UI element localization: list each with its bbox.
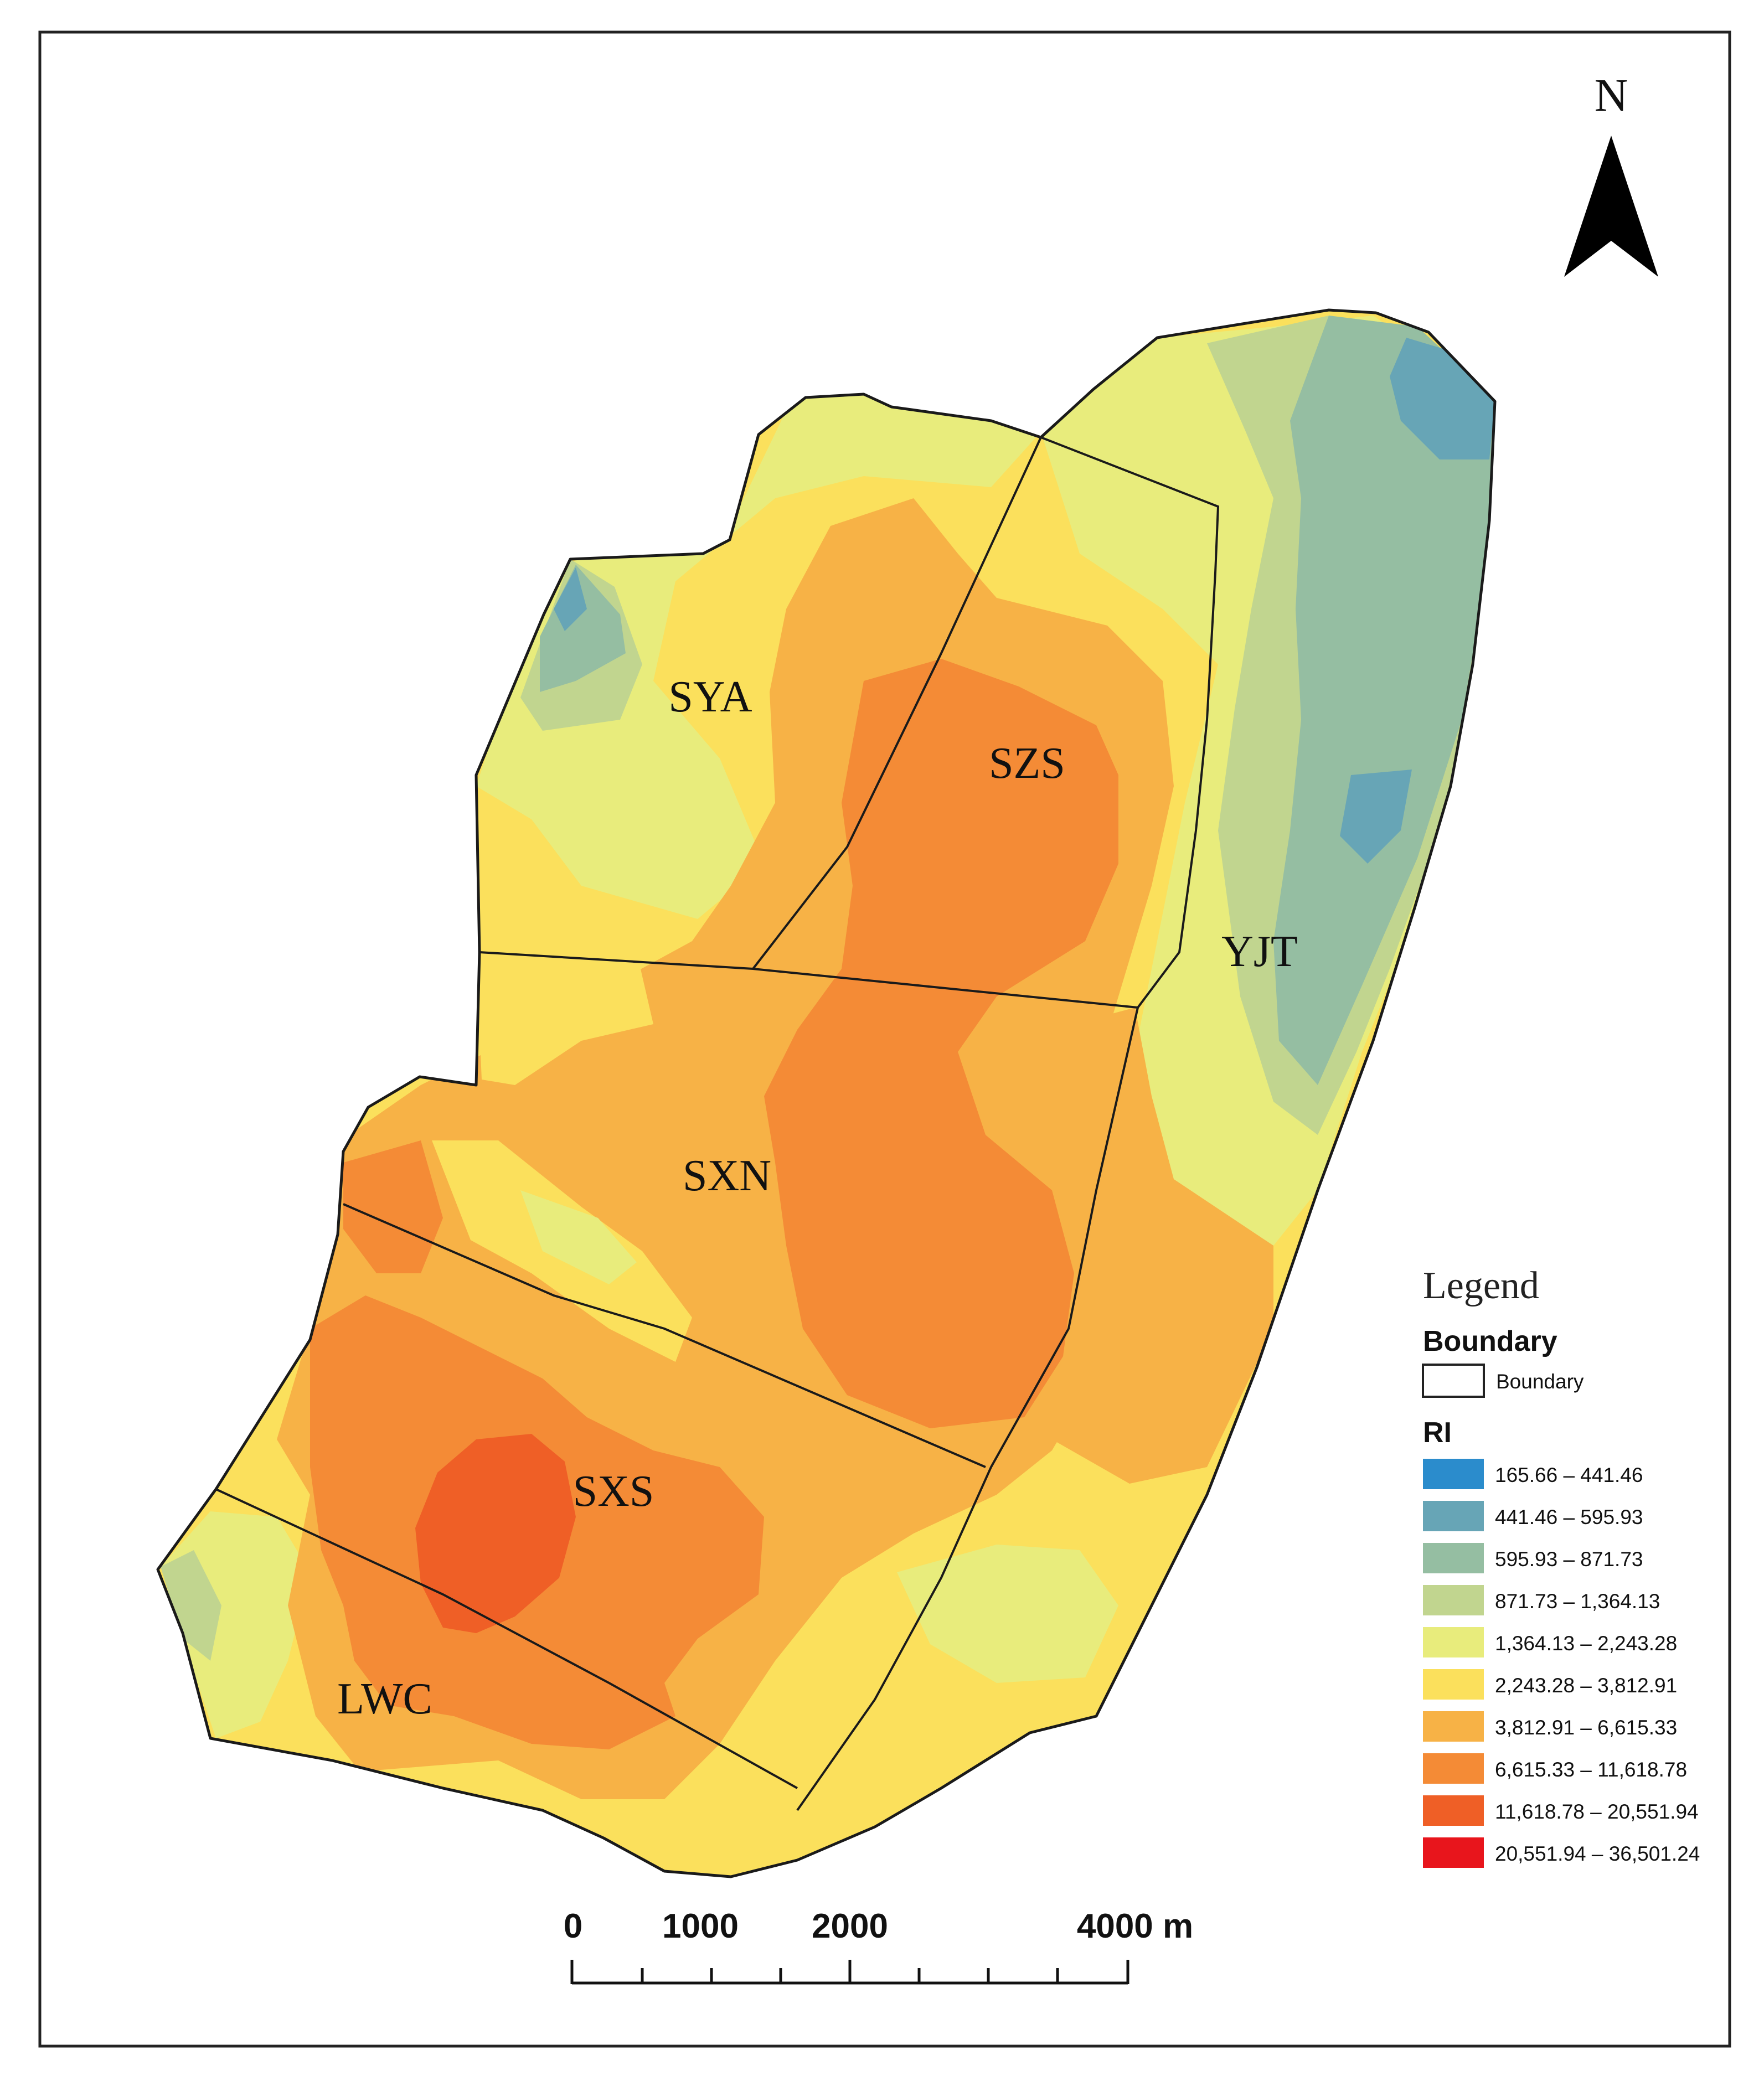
zone-label-sxs: SXS xyxy=(573,1467,654,1516)
zone-label-sxn: SXN xyxy=(683,1151,771,1200)
scale-label-2000: 2000 xyxy=(812,1907,888,1945)
boundary-sya-szs xyxy=(1040,436,1220,1009)
legend-swatch-6 xyxy=(1423,1711,1484,1742)
legend-class-label-5: 2,243.28 – 3,812.91 xyxy=(1495,1674,1677,1697)
legend-swatch-7 xyxy=(1423,1753,1484,1784)
legend-class-label-3: 871.73 – 1,364.13 xyxy=(1495,1590,1660,1613)
legend-ri-heading: RI xyxy=(1423,1417,1452,1449)
boundary-sya-west xyxy=(752,437,1042,970)
legend-swatch-8 xyxy=(1423,1795,1484,1826)
ri-zone-6615-nw xyxy=(343,1140,443,1273)
study-area-outline xyxy=(156,308,1497,1878)
boundary-north-sxn xyxy=(479,951,1138,1009)
legend-class-label-6: 3,812.91 – 6,615.33 xyxy=(1495,1716,1677,1739)
zone-label-yjt: YJT xyxy=(1221,927,1298,976)
boundary-sxn-sxs xyxy=(343,1203,986,1468)
north-arrow-icon xyxy=(1564,136,1658,277)
legend-swatch-0 xyxy=(1423,1459,1484,1489)
legend-class-label-2: 595.93 – 871.73 xyxy=(1495,1548,1643,1571)
legend-class-label-4: 1,364.13 – 2,243.28 xyxy=(1495,1632,1677,1655)
zone-label-lwc: LWC xyxy=(337,1675,432,1723)
legend-swatch-5 xyxy=(1423,1669,1484,1700)
north-arrow: N xyxy=(1564,70,1658,277)
ri-zone-441-east-mid xyxy=(1340,770,1412,864)
legend-boundary-label: Boundary xyxy=(1496,1370,1584,1393)
legend: Legend Boundary Boundary RI 165.66 – 441… xyxy=(1422,1264,1700,1868)
zone-boundaries xyxy=(215,436,1220,1811)
ri-zone-6615 xyxy=(764,659,1118,1428)
legend-swatch-2 xyxy=(1423,1543,1484,1573)
zone-label-szs: SZS xyxy=(989,739,1065,788)
ri-zone-1364-sya xyxy=(476,388,1041,919)
ri-zone-871-sw xyxy=(161,1550,221,1661)
scale-label-4000: 4000 m xyxy=(1077,1907,1193,1945)
north-label: N xyxy=(1595,70,1628,121)
legend-swatch-4 xyxy=(1423,1627,1484,1657)
zone-label-sya: SYA xyxy=(668,673,752,721)
ri-zone-441-sya xyxy=(554,567,587,631)
boundary-east-sxn xyxy=(796,1007,1139,1811)
legend-class-label-0: 165.66 – 441.46 xyxy=(1495,1464,1643,1486)
scale-label-0: 0 xyxy=(564,1907,582,1945)
legend-title: Legend xyxy=(1423,1264,1539,1307)
legend-swatch-3 xyxy=(1423,1585,1484,1615)
legend-boundary-swatch xyxy=(1422,1364,1485,1398)
legend-class-label-7: 6,615.33 – 11,618.78 xyxy=(1495,1758,1687,1781)
scale-bar-line xyxy=(570,1960,1129,1985)
legend-class-label-9: 20,551.94 – 36,501.24 xyxy=(1495,1842,1700,1865)
ri-zone-11618 xyxy=(415,1434,576,1633)
ri-zone-1364-sxn xyxy=(520,1190,637,1284)
ri-zone-3812-east xyxy=(1052,1008,1273,1484)
legend-classes: 165.66 – 441.46 441.46 – 595.93 595.93 – 8… xyxy=(1423,1459,1700,1868)
map-frame xyxy=(38,30,1731,2048)
ri-zone-2243-sxn-north xyxy=(476,952,653,1085)
legend-class-label-1: 441.46 – 595.93 xyxy=(1495,1506,1643,1529)
scale-label-1000: 1000 xyxy=(662,1907,739,1945)
ri-zone-1364-se xyxy=(897,1545,1118,1683)
legend-class-label-8: 11,618.78 – 20,551.94 xyxy=(1495,1800,1699,1823)
legend-swatch-1 xyxy=(1423,1501,1484,1531)
legend-swatch-9 xyxy=(1423,1837,1484,1868)
boundary-sxs-lwc xyxy=(215,1488,798,1789)
ri-zone-595-east xyxy=(1273,316,1495,1085)
legend-boundary-heading: Boundary xyxy=(1423,1325,1557,1357)
scale-bar: 0 1000 2000 4000 m xyxy=(564,1907,1193,1985)
